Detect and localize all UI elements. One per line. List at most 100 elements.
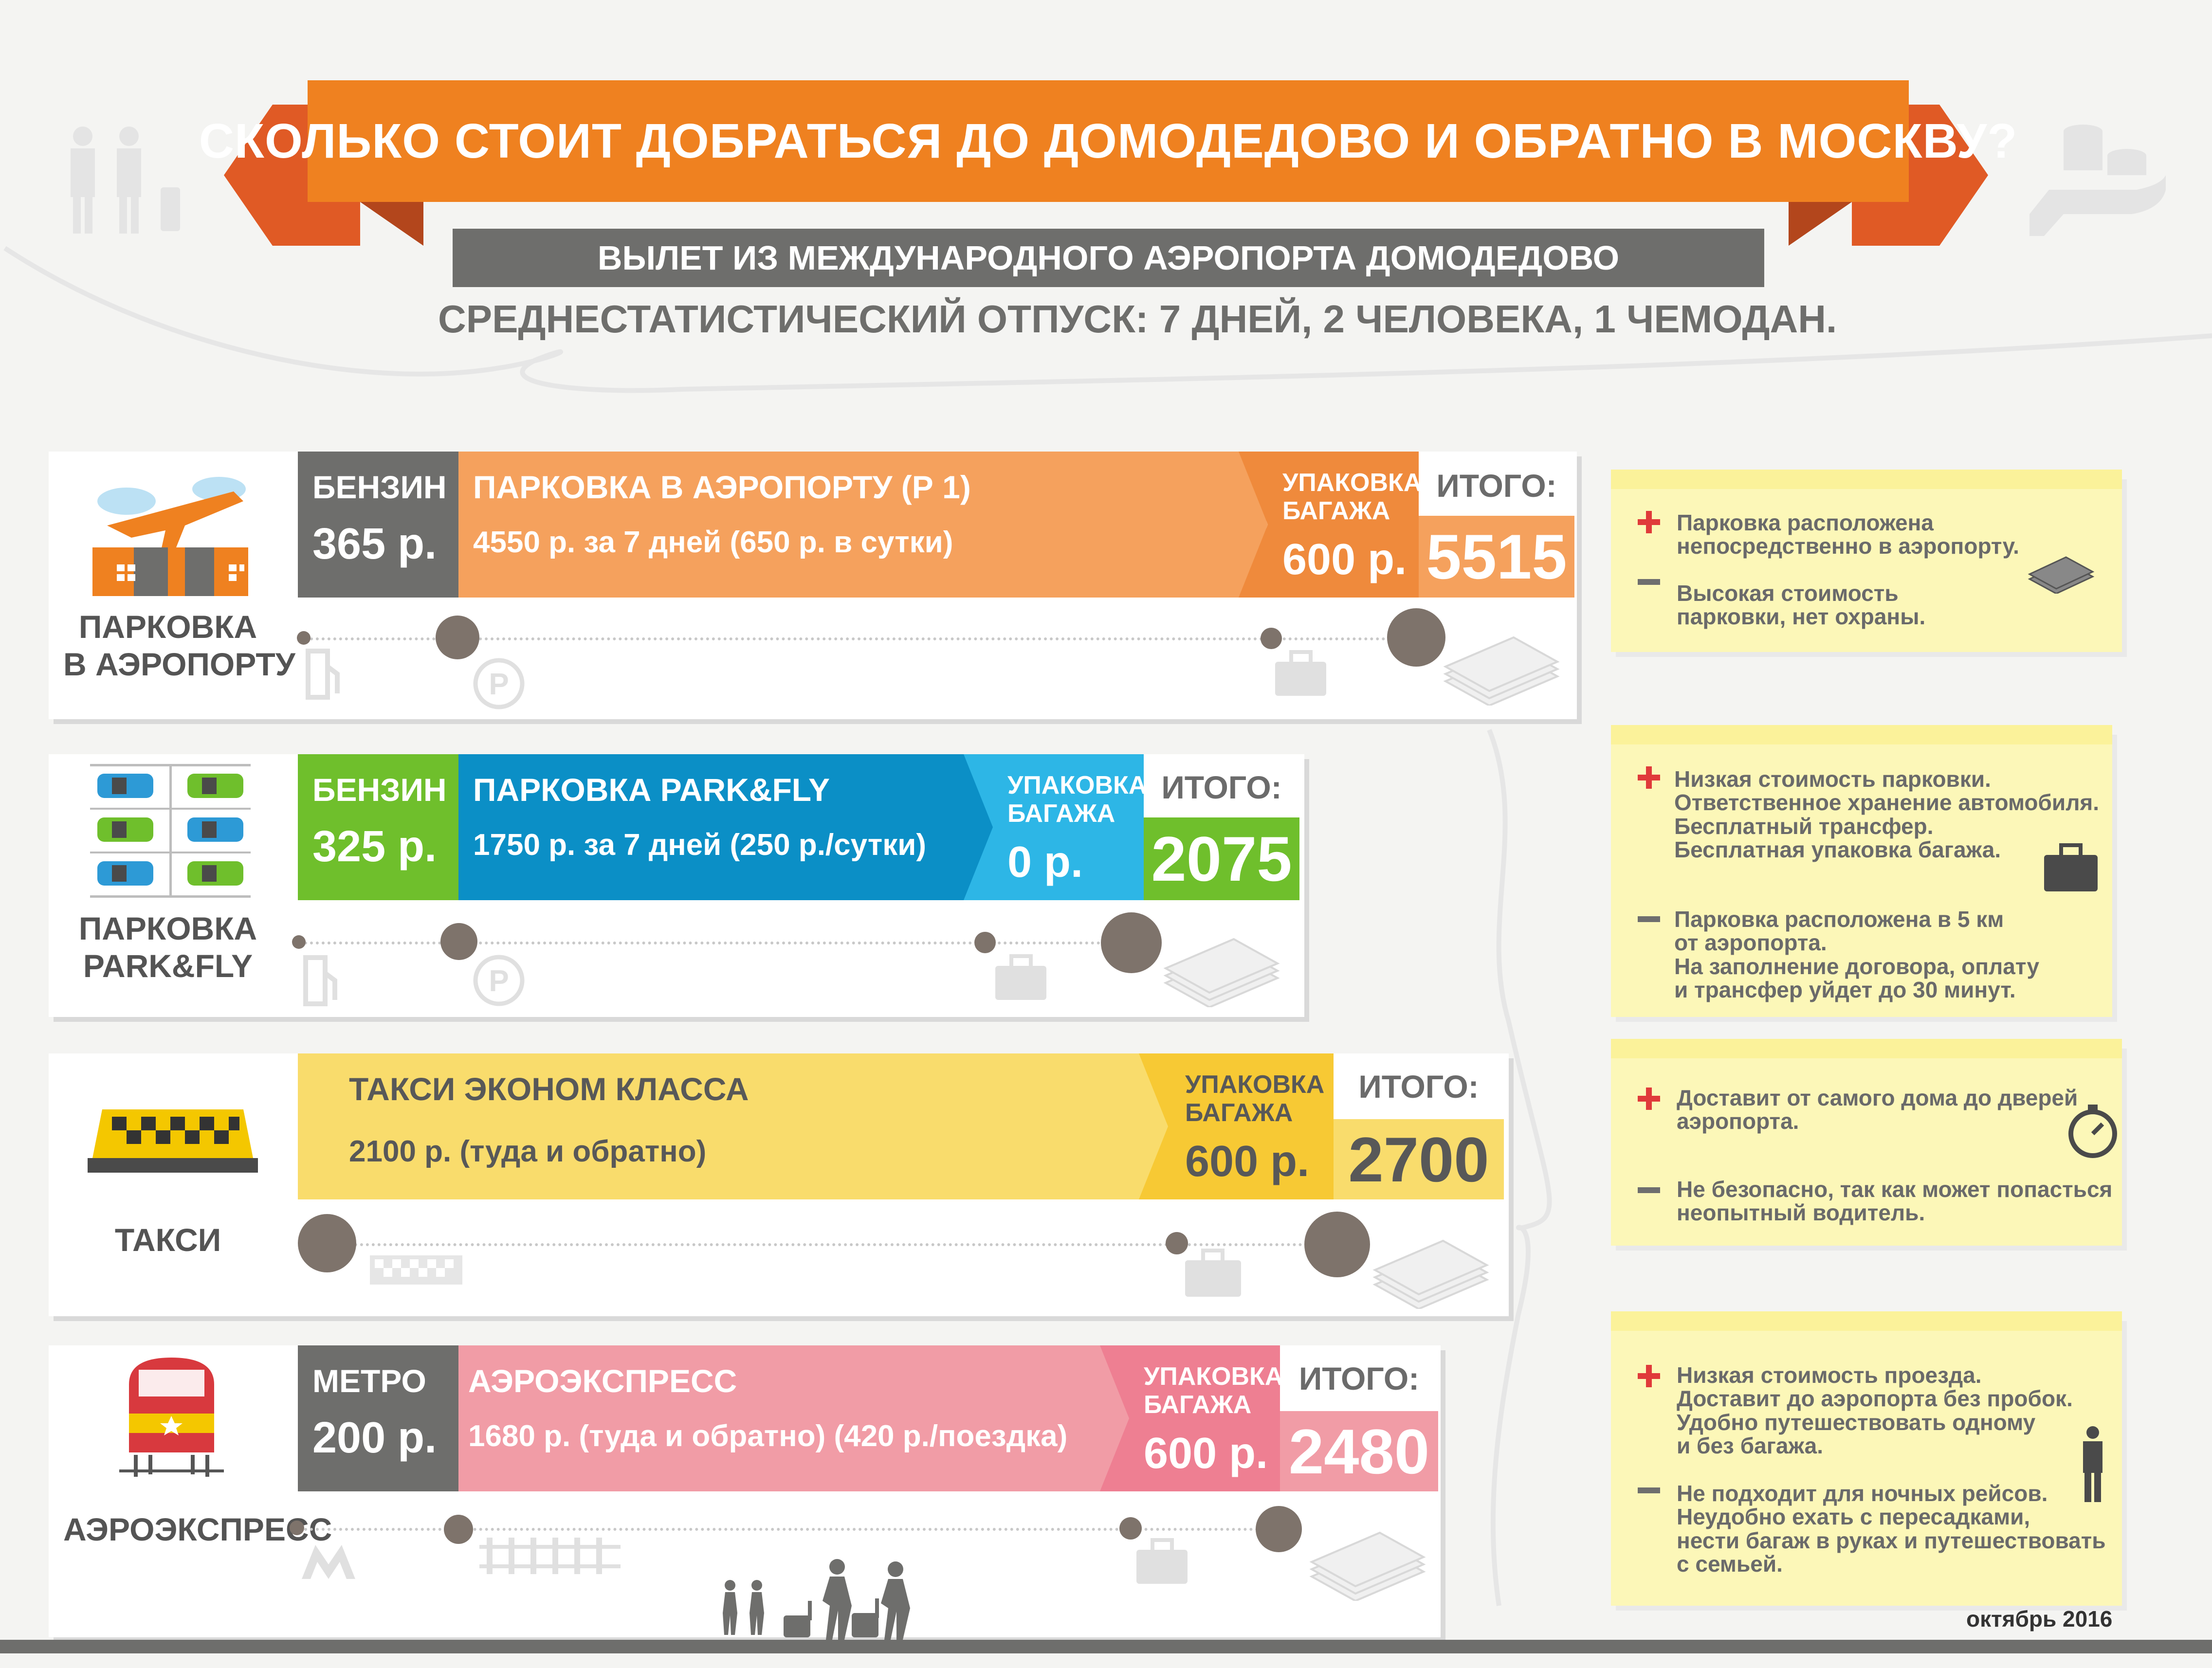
main-segment: АЭРОЭКСПРЕСС 1680 р. (туда и обратно) (4… xyxy=(458,1345,1130,1491)
plus-icon xyxy=(1638,1088,1660,1110)
route-dot xyxy=(1119,1517,1142,1540)
note-pros: Парковка расположена непосредственно в а… xyxy=(1677,510,2019,559)
fuel-value: 365 р. xyxy=(312,520,437,568)
main-segment: ТАКСИ ЭКОНОМ КЛАССА 2100 р. (туда и обра… xyxy=(298,1053,1203,1199)
pack-segment: УПАКОВКА БАГАЖА 600 р. xyxy=(1139,1053,1334,1199)
route-dot xyxy=(298,1214,356,1272)
pack-value: 600 р. xyxy=(1282,535,1407,584)
travelers-icon xyxy=(723,1559,910,1640)
option-label: ПАРКОВКА PARK&FLY xyxy=(78,910,257,984)
main-detail: 2100 р. (туда и обратно) xyxy=(349,1135,707,1168)
note-park-fly: Низкая стоимость парковки. Ответственное… xyxy=(1611,725,2112,1017)
main-title: АЭРОЭКСПРЕСС xyxy=(468,1363,737,1399)
route-dot xyxy=(290,1521,304,1535)
note-cons: Парковка расположена в 5 км от аэропорта… xyxy=(1674,907,2040,1002)
note-pros: Доставит от самого дома до дверей аэропо… xyxy=(1677,1085,2078,1134)
stopwatch-icon xyxy=(2068,1105,2117,1158)
pack-title: УПАКОВКА БАГАЖА xyxy=(1144,1362,1280,1419)
people-icon xyxy=(71,127,180,234)
wrapped-bag-icon xyxy=(1163,938,1280,1007)
note-pros: Низкая стоимость парковки. Ответственное… xyxy=(1674,766,2100,862)
minus-icon xyxy=(1638,916,1660,922)
note-cons: Высокая стоимость парковки, нет охраны. xyxy=(1677,580,1926,630)
main-title: ТАКСИ ЭКОНОМ КЛАССА xyxy=(349,1071,749,1107)
airplane-terminal-icon xyxy=(92,477,248,596)
wrapped-bag-icon xyxy=(1372,1239,1489,1309)
taxi-sign-icon xyxy=(88,1109,258,1173)
page-title: СКОЛЬКО СТОИТ ДОБРАТЬСЯ ДО ДОМОДЕДОВО И … xyxy=(199,113,2018,168)
title-ribbon: СКОЛЬКО СТОИТ ДОБРАТЬСЯ ДО ДОМОДЕДОВО И … xyxy=(199,80,2017,202)
suitcase-icon xyxy=(1136,1538,1188,1584)
note-aeroexpress: Низкая стоимость проезда. Доставит до аэ… xyxy=(1611,1311,2122,1606)
note-tape xyxy=(1611,725,2112,744)
total-value: 2480 xyxy=(1280,1411,1438,1491)
minus-icon xyxy=(1638,1487,1660,1493)
note-airport-parking: Парковка расположена непосредственно в а… xyxy=(1611,470,2122,652)
note-tape xyxy=(1611,470,2122,489)
pack-segment: УПАКОВКА БАГАЖА 0 р. xyxy=(964,754,1144,900)
total-value: 5515 xyxy=(1419,516,1574,598)
pack-title: УПАКОВКА БАГАЖА xyxy=(1007,771,1144,828)
total-label: ИТОГО: xyxy=(1436,468,1557,504)
suitcase-icon xyxy=(1185,1249,1241,1297)
metro-icon xyxy=(302,1545,355,1579)
parking-lot-icon xyxy=(90,764,251,898)
parking-icon: P xyxy=(473,658,525,709)
taxi-checker-icon xyxy=(370,1255,462,1285)
note-cons: Не подходит для ночных рейсов. Неудобно … xyxy=(1677,1481,2106,1577)
suitcase-icon xyxy=(1275,650,1326,696)
option-label: ПАРКОВКА В АЭРОПОРТУ xyxy=(63,609,295,683)
minus-icon xyxy=(1638,579,1660,585)
total-label: ИТОГО: xyxy=(1298,1360,1420,1396)
main-detail: 1750 р. за 7 дней (250 р./сутки) xyxy=(473,828,927,862)
route-dot xyxy=(436,616,479,659)
route-line xyxy=(331,1243,1343,1246)
main-segment: ПАРКОВКА PARK&FLY 1750 р. за 7 дней (250… xyxy=(458,754,994,900)
plus-icon xyxy=(1638,766,1660,789)
svg-text:P: P xyxy=(489,668,509,701)
fuel-value: 200 р. xyxy=(312,1414,437,1462)
note-tape xyxy=(1611,1039,2122,1058)
route-dot xyxy=(297,631,311,645)
minus-icon xyxy=(1638,1187,1660,1193)
route-dot xyxy=(1101,912,1162,973)
main-title: ПАРКОВКА PARK&FLY xyxy=(473,772,830,808)
wrapped-bag-icon xyxy=(1443,636,1560,706)
total-label: ИТОГО: xyxy=(1358,1069,1479,1105)
route-line xyxy=(304,1528,1282,1531)
wrapped-bag-icon xyxy=(2028,556,2095,594)
pack-value: 600 р. xyxy=(1185,1137,1310,1186)
route-dot xyxy=(1387,608,1445,667)
wrapped-bag-icon xyxy=(1309,1531,1426,1601)
rails-icon xyxy=(479,1538,621,1574)
footer-date: октябрь 2016 xyxy=(1966,1606,2113,1632)
note-tape xyxy=(1611,1311,2122,1331)
fuel-icon xyxy=(306,649,340,700)
note-pros: Низкая стоимость проезда. Доставит до аэ… xyxy=(1677,1362,2073,1458)
option-label: АЭРОЭКСПРЕСС xyxy=(63,1511,332,1547)
fuel-segment: БЕНЗИН 325 р. xyxy=(298,754,458,900)
svg-text:P: P xyxy=(489,964,509,998)
route-dot xyxy=(1256,1506,1302,1552)
pack-value: 0 р. xyxy=(1007,838,1083,887)
route-dot xyxy=(1261,628,1282,649)
fuel-segment: МЕТРО 200 р. xyxy=(298,1345,458,1491)
pack-segment: УПАКОВКА БАГАЖА 600 р. xyxy=(1239,452,1419,598)
fuel-title: БЕНЗИН xyxy=(312,772,447,808)
main-detail: 4550 р. за 7 дней (650 р. в сутки) xyxy=(473,526,953,559)
route-dot xyxy=(974,932,996,953)
route-line xyxy=(304,637,1409,640)
fuel-icon xyxy=(303,955,337,1006)
total-label: ИТОГО: xyxy=(1161,769,1282,805)
note-cons: Не безопасно, так как может попасться не… xyxy=(1677,1177,2113,1226)
pack-segment: УПАКОВКА БАГАЖА 600 р. xyxy=(1100,1345,1280,1491)
person-icon xyxy=(2083,1426,2102,1502)
route-dot xyxy=(440,923,477,960)
suitcase-icon xyxy=(995,954,1046,1000)
route-dot xyxy=(1166,1232,1188,1254)
route-dot xyxy=(444,1515,473,1544)
suitcase-icon xyxy=(2044,843,2098,891)
subtitle: ВЫЛЕТ ИЗ МЕЖДУНАРОДНОГО АЭРОПОРТА ДОМОДЕ… xyxy=(597,239,1620,277)
main-title: ПАРКОВКА В АЭРОПОРТУ (Р 1) xyxy=(473,469,971,505)
